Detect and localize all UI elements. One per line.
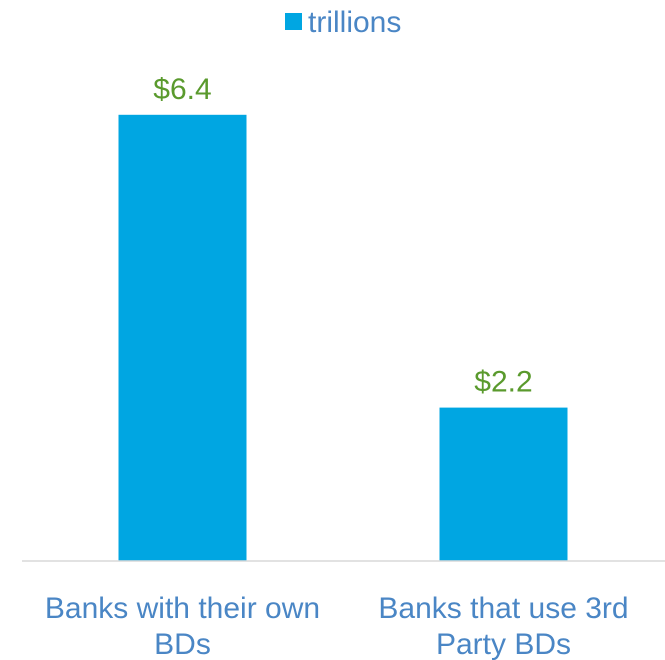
bar-2: [439, 407, 568, 561]
legend-label-trillions: trillions: [308, 6, 401, 39]
bar-1: [118, 114, 247, 562]
data-labels: $6.4 $2.2: [153, 73, 532, 399]
category-label-1: Banks with their own BDs: [45, 592, 320, 660]
category-label-2: Banks that use 3rd Party BDs: [378, 592, 628, 660]
category-label-line: Party BDs: [436, 628, 571, 660]
category-label-line: BDs: [154, 628, 211, 660]
category-labels: Banks with their own BDs Banks that use 3r…: [45, 592, 629, 660]
legend: trillions: [285, 6, 401, 39]
category-label-line: Banks that use 3rd: [378, 592, 628, 625]
bars: [118, 114, 568, 562]
legend-swatch: [285, 13, 302, 30]
data-label-2: $2.2: [474, 366, 532, 399]
category-label-line: Banks with their own: [45, 592, 320, 625]
data-label-1: $6.4: [153, 73, 211, 106]
